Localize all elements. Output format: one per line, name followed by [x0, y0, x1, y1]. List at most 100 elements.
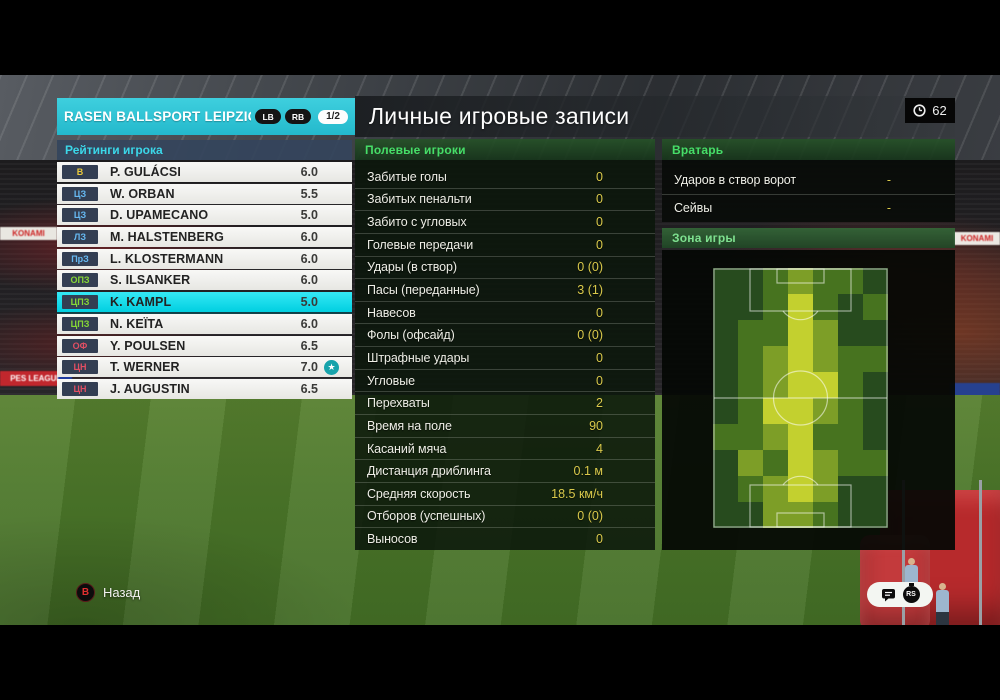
zone-heat-cell	[863, 294, 888, 320]
player-list: В P. GULÁCSI 6.0 ЦЗ W. ORBAN 5.5 ЦЗ D. UPAMECAN…	[57, 162, 352, 401]
stat-value: 0 (0)	[577, 509, 603, 524]
player-row[interactable]: В P. GULÁCSI 6.0	[57, 162, 352, 182]
zone-heat-cell	[763, 294, 788, 320]
zone-heat-cell	[813, 450, 838, 476]
zone-heat-cell	[863, 268, 888, 294]
zone-heat-cell	[788, 372, 813, 398]
stat-label: Дистанция дриблинга	[367, 464, 491, 479]
zone-heat-cell	[738, 320, 763, 346]
player-row[interactable]: ЦЗ D. UPAMECANO 5.0	[57, 205, 352, 226]
player-rating: 6.0	[300, 251, 318, 266]
zone-heat-cell	[863, 320, 888, 346]
zone-heat-cell	[863, 372, 888, 398]
zone-heat-cell	[788, 294, 813, 320]
player-rating: 7.0	[300, 360, 318, 375]
stat-value: 4	[596, 441, 603, 456]
zone-heat-cell	[713, 476, 738, 502]
player-name: M. HALSTENBERG	[110, 230, 224, 245]
zone-heat-cell	[713, 268, 738, 294]
stat-label: Фолы (офсайд)	[367, 328, 455, 343]
zone-heat-cell	[763, 502, 788, 528]
team-header: RASEN BALLSPORT LEIPZIG LB RB 1/2	[57, 98, 355, 135]
stat-label: Пасы (переданные)	[367, 283, 480, 298]
player-row[interactable]: ОФ Y. POULSEN 6.5	[57, 335, 352, 356]
player-rating: 5.5	[300, 186, 318, 201]
player-row[interactable]: ЦПЗ N. KEÏTA 6.0	[57, 313, 352, 334]
position-badge: ЦПЗ	[62, 316, 98, 331]
stat-value: 0	[596, 373, 603, 388]
player-name: S. ILSANKER	[110, 273, 191, 288]
position-badge: ЦЗ	[62, 186, 98, 201]
stat-row: Забитых пенальти 0	[355, 189, 655, 212]
position-badge: ЦПЗ	[62, 295, 98, 310]
stat-label: Навесов	[367, 305, 416, 320]
stat-value: 0 (0)	[577, 328, 603, 343]
position-badge: ЦН	[62, 381, 98, 396]
stat-row: Пасы (переданные) 3 (1)	[355, 279, 655, 302]
zone-heat-cell	[713, 372, 738, 398]
stat-row: Сейвы -	[662, 195, 955, 223]
rb-button[interactable]: RB	[284, 109, 312, 124]
stat-value: 0	[596, 169, 603, 184]
main-title-bar: Личные игровые записи 62	[355, 96, 955, 137]
stat-label: Штрафные удары	[367, 350, 470, 365]
position-badge: ЦЗ	[62, 208, 98, 223]
back-button[interactable]: B Назад	[76, 583, 140, 602]
zone-heat-cell	[813, 268, 838, 294]
position-badge: ЛЗ	[62, 230, 98, 245]
zone-heat-cell	[738, 398, 763, 424]
position-badge: В	[62, 165, 98, 179]
stat-row: Средняя скорость 18.5 км/ч	[355, 483, 655, 506]
zone-heat-cell	[713, 398, 738, 424]
stat-label: Забито с угловых	[367, 215, 467, 230]
stat-row: Отборов (успешных) 0 (0)	[355, 506, 655, 529]
chat-controls-pill[interactable]: RS	[867, 582, 933, 607]
stat-value: 0	[596, 237, 603, 252]
stat-label: Касаний мяча	[367, 441, 447, 456]
player-name: J. AUGUSTIN	[110, 381, 190, 396]
player-row[interactable]: ПрЗ L. KLOSTERMANN 6.0	[57, 248, 352, 269]
player-row[interactable]: ЛЗ M. HALSTENBERG 6.0	[57, 227, 352, 248]
zone-heat-cell	[813, 346, 838, 372]
zone-map-pitch	[713, 268, 888, 528]
stat-row: Забитые голы 0	[355, 166, 655, 189]
zone-heat-cell	[738, 372, 763, 398]
player-rating: 6.0	[300, 230, 318, 245]
zone-map-panel	[662, 250, 955, 550]
position-badge: ПрЗ	[62, 251, 98, 266]
zone-heat-cell	[738, 346, 763, 372]
zone-heat-cell	[713, 424, 738, 450]
steward-figure	[936, 583, 949, 625]
player-rating: 6.5	[300, 338, 318, 353]
zone-heat-cell	[763, 268, 788, 294]
player-row[interactable]: ЦН T. WERNER 7.0 ★	[57, 357, 352, 378]
stat-row: Выносов 0	[355, 528, 655, 550]
chat-icon[interactable]	[881, 588, 896, 602]
zone-heat-cell	[713, 502, 738, 528]
field-players-header: Полевые игроки	[355, 139, 655, 160]
stat-value: 2	[596, 396, 603, 411]
zone-heat-cell	[788, 476, 813, 502]
match-minute: 62	[932, 103, 947, 118]
ad-board-text: PES LEAGUE	[10, 374, 62, 383]
lb-button[interactable]: LB	[255, 109, 281, 124]
zone-heat-cell	[813, 294, 838, 320]
player-row[interactable]: ЦПЗ K. KAMPL 5.0	[57, 292, 352, 313]
player-name: W. ORBAN	[110, 186, 175, 201]
zone-heat-cell	[863, 450, 888, 476]
player-name: D. UPAMECANO	[110, 208, 209, 223]
player-row[interactable]: ЦЗ W. ORBAN 5.5	[57, 183, 352, 204]
zone-heat-cell	[763, 450, 788, 476]
back-label: Назад	[103, 585, 141, 600]
stat-row: Навесов 0	[355, 302, 655, 325]
player-name: N. KEÏTA	[110, 316, 164, 331]
right-stick-icon[interactable]: RS	[902, 583, 920, 603]
stat-label: Время на поле	[367, 418, 452, 433]
zone-heat-cell	[838, 372, 863, 398]
player-row[interactable]: ОПЗ S. ILSANKER 6.0	[57, 270, 352, 291]
zone-heat-cell	[763, 320, 788, 346]
player-row[interactable]: ЦН J. AUGUSTIN 6.5	[57, 378, 352, 399]
zone-heat-cell	[838, 450, 863, 476]
zone-heat-cell	[863, 424, 888, 450]
page-indicator: 1/2	[318, 109, 348, 124]
